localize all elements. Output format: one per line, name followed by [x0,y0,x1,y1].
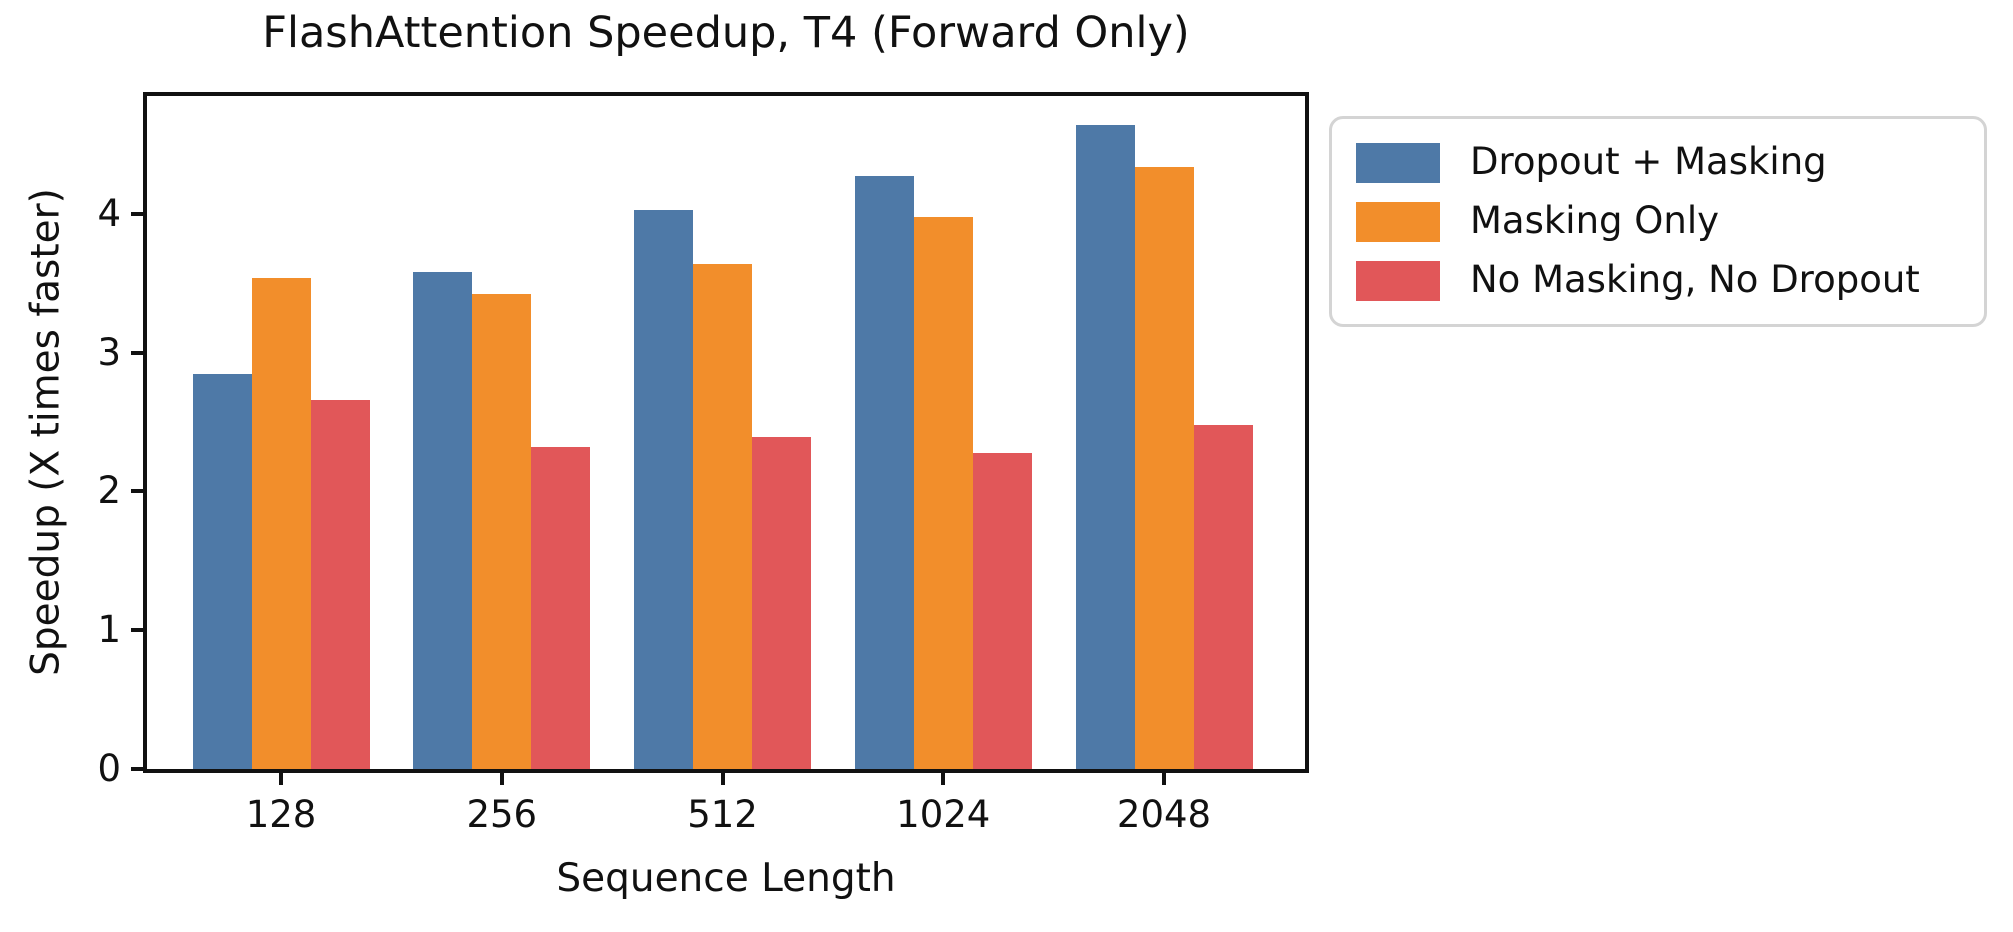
chart-title: FlashAttention Speedup, T4 (Forward Only… [262,8,1190,58]
bar-masking-only-2048 [1134,167,1194,769]
x-tick-label-128: 128 [245,793,317,836]
x-tick-label-1024: 1024 [896,793,991,836]
y-tick-label-0: 0 [97,747,121,790]
x-tick-label-512: 512 [687,793,758,836]
bar-no-masking-no-dropout-1024 [972,453,1032,769]
legend-label: Dropout + Masking [1470,140,1827,184]
bar-no-masking-no-dropout-512 [752,437,811,769]
bar-dropout-masking-1024 [854,176,914,769]
bar-no-masking-no-dropout-256 [531,447,591,769]
y-tick-label-1: 1 [97,608,121,652]
legend-swatch-icon [1356,260,1440,301]
y-tick-mark-2 [131,489,143,494]
bar-dropout-masking-2048 [1075,125,1135,769]
x-tick-mark-2048 [1162,773,1166,785]
y-tick-mark-0 [131,767,143,771]
x-tick-mark-1024 [941,773,946,785]
x-tick-mark-256 [499,773,504,785]
bar-masking-only-1024 [913,217,973,769]
bar-no-masking-no-dropout-2048 [1193,425,1253,769]
x-tick-mark-128 [279,773,283,785]
plot-area [143,92,1309,773]
y-tick-mark-1 [131,628,143,633]
y-tick-label-2: 2 [97,469,121,513]
bar-dropout-masking-512 [634,210,693,769]
legend-swatch-icon [1356,201,1440,242]
legend-item: No Masking, No Dropout [1356,258,1960,302]
y-axis-label: Speedup (X times faster) [23,188,69,676]
bar-no-masking-no-dropout-128 [310,400,370,769]
x-axis-label: Sequence Length [556,856,896,901]
y-tick-label-3: 3 [97,330,121,374]
x-tick-mark-512 [720,773,725,785]
legend: Dropout + Masking Masking Only No Masking,… [1329,116,1987,327]
bar-masking-only-512 [693,264,752,769]
x-tick-label-256: 256 [466,793,538,836]
bar-dropout-masking-256 [413,272,473,769]
legend-label: No Masking, No Dropout [1470,258,1920,302]
bar-masking-only-256 [472,294,532,769]
x-tick-label-2048: 2048 [1116,793,1212,836]
legend-label: Masking Only [1470,199,1720,243]
legend-item: Masking Only [1356,199,1960,243]
legend-swatch-icon [1356,142,1440,183]
y-tick-mark-4 [131,211,143,216]
legend-item: Dropout + Masking [1356,140,1960,184]
y-tick-label-4: 4 [97,191,121,235]
bar-masking-only-128 [251,278,311,769]
bar-dropout-masking-128 [192,374,252,769]
y-tick-mark-3 [131,350,143,355]
